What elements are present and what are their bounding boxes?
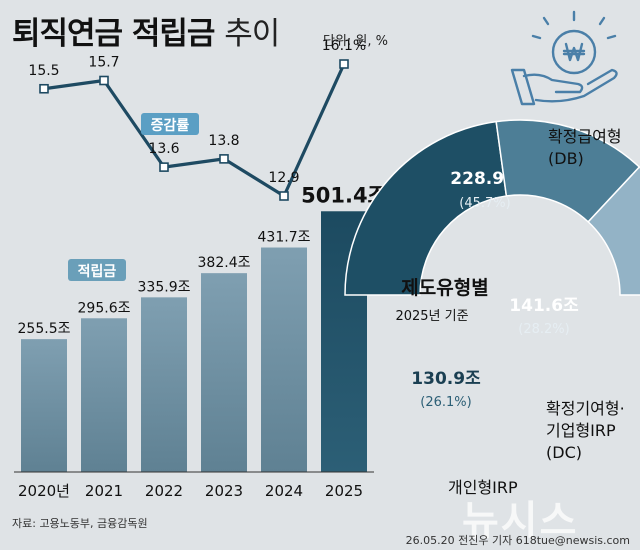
- bar-4: [261, 247, 307, 472]
- line-series-label: 증감률: [141, 113, 199, 135]
- donut-slice-0: [344, 120, 508, 296]
- slice-percent-label-2: (26.1%): [420, 395, 471, 410]
- bar-series: 255.5조 2020년 295.6조 2021 335.9조 2022 382.4조 202…: [14, 183, 387, 500]
- hand-holding-won-coin-icon: [510, 10, 618, 106]
- slice-name-line: (DB): [548, 149, 584, 168]
- donut-slice-2: [587, 165, 640, 296]
- slice-name-line: 확정급여형: [548, 127, 622, 146]
- slice-name-line: 기업형IRP: [546, 421, 616, 440]
- source-note: 자료: 고용노동부, 금융감독원: [12, 517, 148, 530]
- slice-name-1: 확정기여형· 기업형IRP (DC): [546, 399, 625, 462]
- line-point-5: [339, 59, 349, 69]
- bar-value-label-4: 431.7조: [258, 230, 311, 246]
- slice-value-label-2: 130.9조: [411, 369, 481, 389]
- bar-1: [81, 318, 127, 472]
- bar-series-name: 적립금: [78, 263, 117, 280]
- line-path: [43, 63, 346, 198]
- donut-title: 제도유형별: [401, 277, 488, 299]
- slice-name-0: 확정급여형 (DB): [548, 127, 622, 168]
- x-tick-label-0: 2020년: [18, 482, 70, 500]
- page-title: 퇴직연금 적립금 추이: [12, 8, 280, 53]
- credit-note: 26.05.20 전진우 기자 618tue@newsis.com: [405, 534, 630, 547]
- bar-value-label-1: 295.6조: [78, 300, 131, 316]
- line-point-4: [279, 191, 289, 201]
- watermark-logo: 뉴시스: [462, 498, 579, 544]
- bar-0: [21, 339, 67, 472]
- line-point-2: [159, 162, 169, 172]
- line-point-3: [219, 154, 229, 164]
- slice-name-line: 확정기여형·: [546, 399, 625, 418]
- x-tick-label-5: 2025: [325, 482, 363, 500]
- line-value-label-5: 16.1%: [322, 38, 366, 54]
- line-value-label-2: 13.6: [148, 141, 179, 157]
- bar-3: [201, 273, 247, 472]
- line-value-label-0: 15.5: [28, 63, 59, 79]
- title-sub: 추이: [224, 16, 280, 52]
- line-point-0: [39, 83, 49, 94]
- line-series: 15.5 15.7 13.6 13.8 12.9 16.1% 증감률: [28, 38, 366, 201]
- donut-subtitle: 2025년 기준: [395, 309, 468, 324]
- unit-note: 단위: 원, %: [323, 34, 389, 49]
- slice-name-line: 개인형IRP: [448, 478, 518, 497]
- slice-name-2: 개인형IRP: [448, 478, 518, 497]
- line-series-name: 증감률: [151, 117, 190, 134]
- slice-value-label-1: 141.6조: [509, 296, 579, 316]
- line-value-label-4: 12.9: [268, 170, 299, 186]
- bar-series-label: 적립금: [68, 259, 126, 281]
- x-tick-label-4: 2024: [265, 482, 303, 500]
- bar-value-label-3: 382.4조: [198, 255, 251, 271]
- bar-value-label-0: 255.5조: [18, 321, 71, 337]
- x-tick-label-1: 2021: [85, 482, 123, 500]
- slice-percent-label-0: (45.7%): [459, 196, 510, 211]
- x-tick-label-3: 2023: [205, 482, 243, 500]
- bar-value-label-2: 335.9조: [138, 279, 191, 295]
- title-main: 퇴직연금 적립금: [12, 16, 215, 52]
- donut-chart: 228.9조(45.7%)141.6조(28.2%)130.9조(26.1%)제…: [344, 119, 640, 497]
- line-value-label-3: 13.8: [208, 133, 239, 149]
- line-point-1: [99, 75, 109, 86]
- line-value-label-1: 15.7: [88, 55, 119, 71]
- x-tick-label-2: 2022: [145, 482, 183, 500]
- slice-name-line: (DC): [546, 443, 582, 462]
- slice-percent-label-1: (28.2%): [518, 322, 569, 337]
- bar-2: [141, 297, 187, 472]
